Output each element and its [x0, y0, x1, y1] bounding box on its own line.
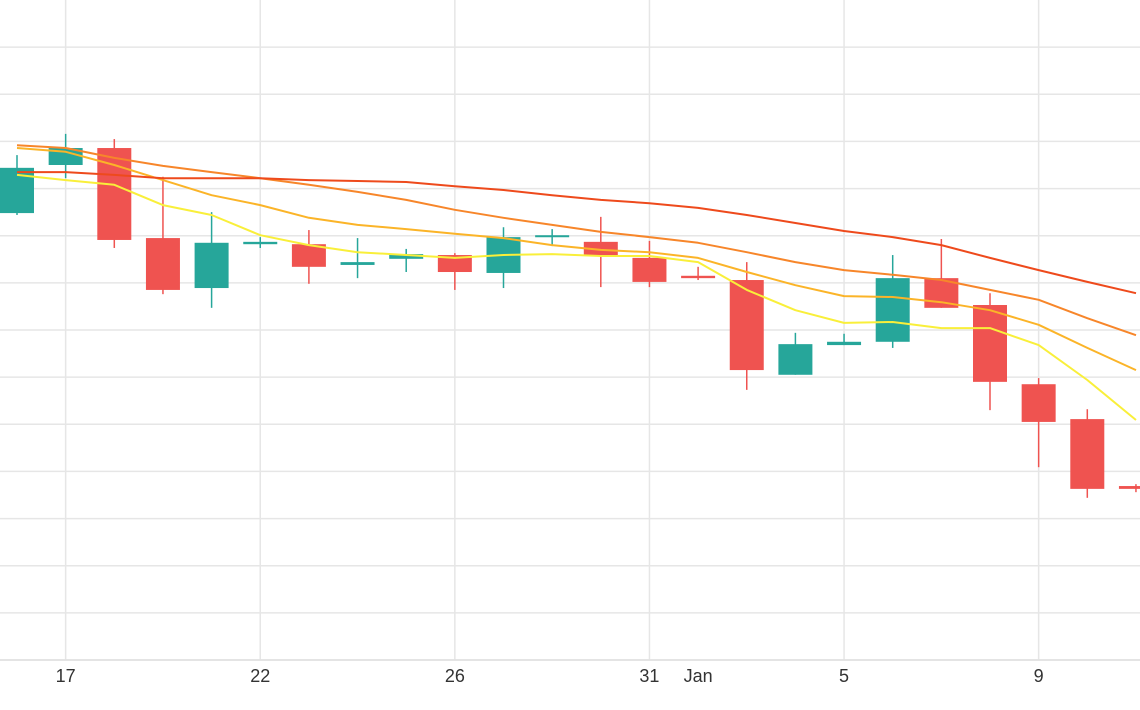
grid	[0, 0, 1140, 661]
moving-average-line	[17, 171, 1137, 295]
x-tick-label: 9	[1034, 666, 1044, 686]
x-tick-label: 17	[56, 666, 76, 686]
x-tick-label: 26	[445, 666, 465, 686]
candle-body	[291, 244, 326, 267]
candle-body	[632, 257, 667, 282]
candle-body	[681, 275, 716, 279]
candle-body	[243, 241, 278, 245]
candle-body	[97, 148, 132, 240]
candle-body	[778, 344, 813, 375]
x-tick-label: 22	[250, 666, 270, 686]
moving-average-line	[16, 144, 1137, 337]
moving-average-line	[16, 173, 1137, 421]
x-tick-label: 31	[639, 666, 659, 686]
candle-body	[48, 148, 83, 165]
candle-body	[1070, 419, 1105, 489]
x-tick-label: Jan	[684, 666, 713, 686]
candle-body	[875, 278, 910, 342]
candle-body	[827, 341, 862, 346]
candle-body	[1021, 384, 1056, 422]
candle-body	[973, 305, 1007, 382]
candle-body	[0, 167, 34, 214]
x-tick-label: 5	[839, 666, 849, 686]
candle-body	[535, 235, 570, 238]
candle-body	[145, 238, 180, 290]
candle-body	[437, 255, 472, 273]
candle-body	[1118, 486, 1140, 489]
candle-body	[389, 254, 424, 259]
candle-body	[340, 262, 375, 265]
candle-body	[194, 242, 229, 289]
moving-average-line	[16, 147, 1137, 372]
candle-body	[729, 280, 764, 371]
